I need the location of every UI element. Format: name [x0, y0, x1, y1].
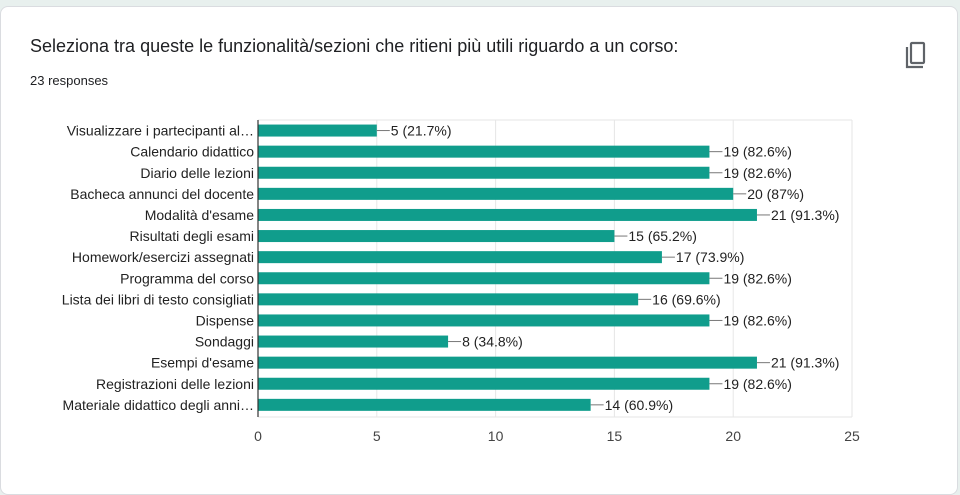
category-label: Bacheca annunci del docente — [70, 186, 254, 202]
x-tick-label: 0 — [254, 428, 262, 444]
data-label: 21 (91.3%) — [771, 207, 839, 223]
data-label: 19 (82.6%) — [723, 312, 791, 328]
bar — [258, 124, 377, 137]
bar — [258, 377, 710, 390]
x-tick-label: 10 — [488, 428, 504, 444]
data-label: 15 (65.2%) — [628, 228, 696, 244]
bar — [258, 208, 757, 221]
bar — [258, 398, 591, 411]
data-label: 17 (73.9%) — [676, 249, 744, 265]
question-title: Seleziona tra queste le funzionalità/sez… — [30, 36, 679, 56]
category-label: Calendario didattico — [130, 144, 254, 160]
category-label: Homework/esercizi assegnati — [72, 249, 254, 265]
bar — [258, 251, 662, 264]
data-label: 19 (82.6%) — [723, 270, 791, 286]
copy-chart-button[interactable] — [899, 39, 929, 73]
bar — [258, 356, 757, 369]
x-tick-label: 20 — [725, 428, 741, 444]
bar — [258, 272, 710, 285]
data-label: 19 (82.6%) — [723, 376, 791, 392]
data-label: 5 (21.7%) — [391, 123, 452, 139]
category-label: Risultati degli esami — [130, 228, 255, 244]
data-label: 19 (82.6%) — [723, 165, 791, 181]
category-label: Esempi d'esame — [151, 355, 254, 371]
bar — [258, 145, 710, 158]
data-label: 21 (91.3%) — [771, 355, 839, 371]
data-label: 16 (69.6%) — [652, 291, 720, 307]
bar — [258, 314, 710, 327]
data-label: 8 (34.8%) — [462, 334, 523, 350]
x-tick-label: 15 — [607, 428, 623, 444]
copy-icon — [905, 41, 926, 69]
bar — [258, 166, 710, 179]
category-label: Materiale didattico degli anni… — [63, 397, 254, 413]
bar — [258, 230, 615, 243]
category-label: Sondaggi — [195, 334, 254, 350]
bar — [258, 335, 449, 348]
category-label: Programma del corso — [120, 270, 254, 286]
category-label: Visualizzare i partecipanti al… — [67, 123, 254, 139]
x-tick-label: 25 — [844, 428, 860, 444]
category-label: Registrazioni delle lezioni — [96, 376, 254, 392]
response-count: 23 responses — [30, 73, 109, 88]
data-label: 19 (82.6%) — [723, 144, 791, 160]
category-label: Dispense — [196, 312, 255, 328]
bar — [258, 187, 734, 200]
bar — [258, 293, 639, 306]
data-label: 20 (87%) — [747, 186, 804, 202]
x-tick-label: 5 — [373, 428, 381, 444]
category-label: Modalità d'esame — [145, 207, 255, 223]
question-card: Seleziona tra queste le funzionalità/sez… — [0, 6, 958, 495]
category-label: Diario delle lezioni — [140, 165, 254, 181]
category-label: Lista dei libri di testo consigliati — [62, 291, 254, 307]
data-label: 14 (60.9%) — [605, 397, 673, 413]
